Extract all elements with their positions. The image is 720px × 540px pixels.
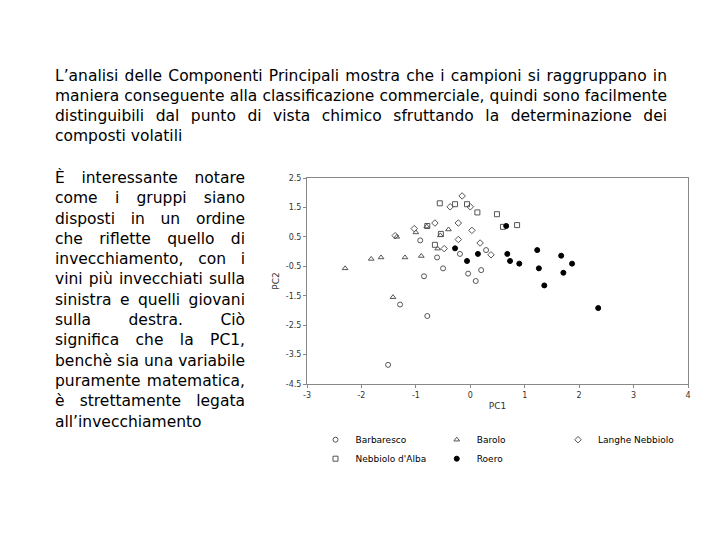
svg-text:PC1: PC1	[489, 401, 506, 411]
svg-text:2.5: 2.5	[289, 174, 302, 183]
svg-text:1: 1	[522, 391, 527, 400]
svg-text:-2.5: -2.5	[286, 321, 302, 330]
svg-text:0: 0	[468, 391, 473, 400]
svg-text:Barolo: Barolo	[477, 435, 506, 445]
html-text:È interessante notare come i g: È interessante notare come i gruppi sian…	[55, 169, 245, 431]
svg-text:0.5: 0.5	[289, 233, 302, 242]
svg-text:1.5: 1.5	[289, 203, 302, 212]
svg-text:-3.5: -3.5	[286, 350, 302, 359]
svg-text:-4.5: -4.5	[286, 380, 302, 389]
svg-text:-3: -3	[303, 391, 311, 400]
svg-text:2: 2	[577, 391, 582, 400]
html-text:L’analisi delle Componenti Pri: L’analisi delle Componenti Principali mo…	[55, 67, 667, 145]
svg-text:PC2: PC2	[271, 272, 281, 289]
svg-text:-1: -1	[412, 391, 420, 400]
svg-text:-1.5: -1.5	[286, 292, 302, 301]
svg-text:Barbaresco: Barbaresco	[356, 435, 407, 445]
svg-text:3: 3	[631, 391, 636, 400]
svg-text:Roero: Roero	[477, 454, 503, 464]
svg-text:-0.5: -0.5	[286, 262, 302, 271]
svg-text:Nebbiolo d'Alba: Nebbiolo d'Alba	[356, 454, 427, 464]
svg-text:Langhe Nebbiolo: Langhe Nebbiolo	[598, 435, 674, 445]
svg-text:-2: -2	[357, 391, 365, 400]
svg-text:4: 4	[685, 391, 690, 400]
